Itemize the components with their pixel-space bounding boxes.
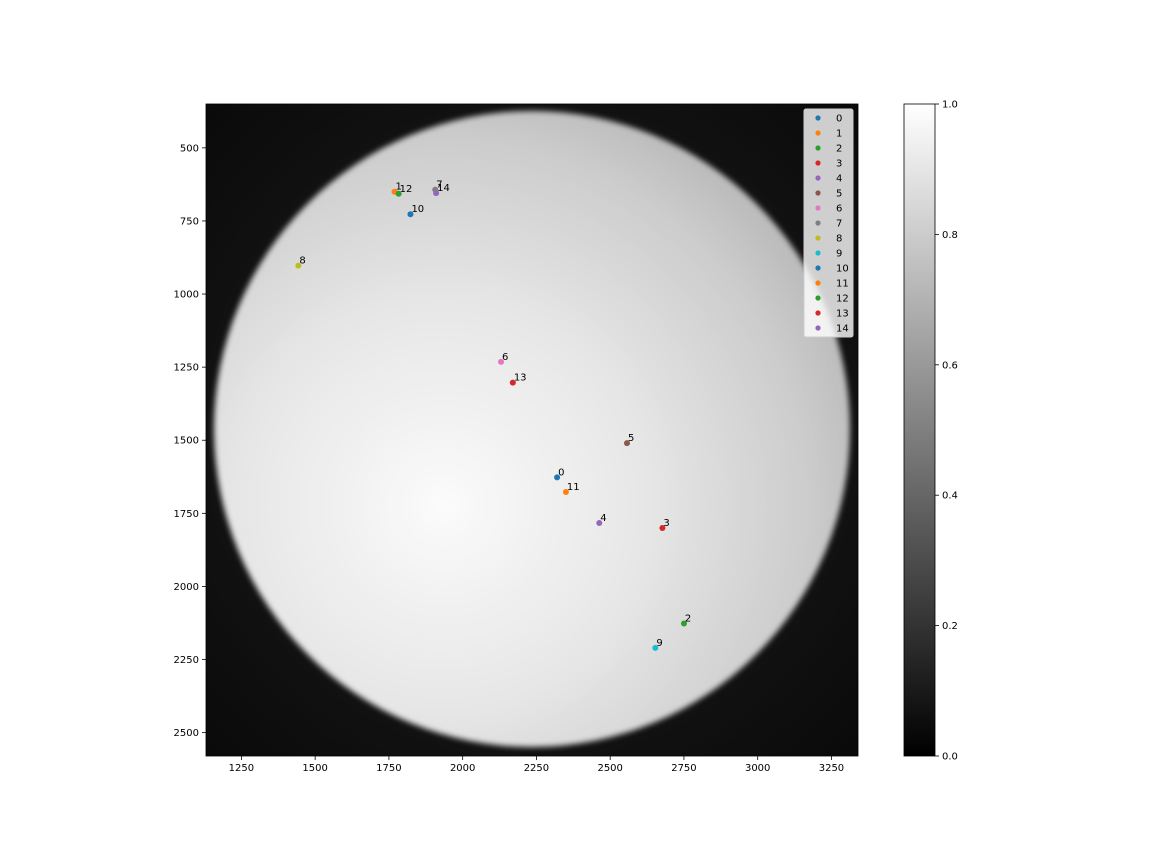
point-label-7: 7 [436, 180, 442, 191]
legend-marker-13 [815, 310, 821, 316]
colorbar-gradient [903, 103, 936, 757]
scatter-point-6 [498, 358, 505, 365]
colorbar-tick-label: 0.6 [942, 360, 958, 371]
point-label-3: 3 [663, 518, 669, 529]
scatter-point-13 [509, 379, 516, 386]
legend-marker-3 [815, 160, 821, 166]
y-tick-label: 1000 [174, 290, 199, 301]
point-label-8: 8 [299, 256, 305, 267]
legend-label-7: 7 [836, 219, 842, 230]
point-label-14: 14 [437, 183, 450, 194]
point-label-0: 0 [558, 467, 564, 478]
colorbar-tick-label: 0.0 [942, 752, 958, 763]
x-tick-label: 3000 [745, 763, 770, 774]
legend-marker-0 [815, 115, 821, 121]
legend-marker-5 [815, 190, 821, 196]
point-label-11: 11 [567, 482, 580, 493]
point-label-1: 1 [396, 182, 402, 193]
scatter-point-10 [407, 211, 414, 218]
legend-label-8: 8 [836, 234, 842, 245]
legend-marker-7 [815, 220, 821, 226]
x-tick-label: 3250 [819, 763, 844, 774]
y-axis-ticks: 500 750 1000 1250 1500 1750 2000 2250 2500 [174, 143, 206, 739]
legend-label-13: 13 [836, 309, 849, 320]
legend-label-9: 9 [836, 249, 842, 260]
x-tick-label: 2500 [597, 763, 622, 774]
scatter-point-14 [433, 190, 440, 197]
solar-disk [214, 111, 850, 747]
scatter-point-11 [562, 488, 569, 495]
legend-marker-12 [815, 295, 821, 301]
x-tick-label: 1750 [376, 763, 401, 774]
point-label-4: 4 [600, 513, 606, 524]
legend-label-10: 10 [836, 264, 849, 275]
point-label-13: 13 [514, 373, 527, 384]
scatter-points [295, 186, 687, 651]
colorbar: 0.0 0.2 0.4 0.6 0.8 1.0 [903, 100, 958, 763]
legend-label-0: 0 [836, 114, 842, 125]
colorbar-tick-label: 1.0 [942, 100, 958, 111]
legend-marker-8 [815, 235, 821, 241]
x-tick-label: 2750 [671, 763, 696, 774]
scatter-point-9 [652, 644, 659, 651]
y-tick-label: 2500 [174, 728, 199, 739]
legend-label-4: 4 [836, 174, 842, 185]
legend-label-11: 11 [836, 279, 849, 290]
legend-label-12: 12 [836, 294, 849, 305]
legend-marker-9 [815, 250, 821, 256]
legend-box [803, 108, 854, 338]
legend-label-6: 6 [836, 204, 842, 215]
legend-label-2: 2 [836, 144, 842, 155]
point-label-6: 6 [502, 352, 508, 363]
image-axes [206, 104, 858, 756]
colorbar-tick-label: 0.8 [942, 230, 958, 241]
y-tick-label: 1250 [174, 363, 199, 374]
legend-label-14: 14 [836, 324, 849, 335]
legend-marker-1 [815, 130, 821, 136]
scatter-point-12 [395, 190, 402, 197]
point-label-12: 12 [400, 184, 413, 195]
axes-frame [205, 103, 859, 757]
y-tick-label: 1500 [174, 436, 199, 447]
x-tick-label: 2250 [524, 763, 549, 774]
colorbar-tick-label: 0.2 [942, 621, 958, 632]
scatter-point-0 [554, 474, 561, 481]
legend-marker-2 [815, 145, 821, 151]
x-tick-label: 1250 [229, 763, 254, 774]
legend-marker-10 [815, 265, 821, 271]
y-tick-label: 1750 [174, 509, 199, 520]
scatter-point-4 [596, 519, 603, 526]
scatter-point-8 [295, 262, 302, 269]
x-tick-label: 1500 [302, 763, 327, 774]
y-tick-label: 2250 [174, 655, 199, 666]
point-label-2: 2 [685, 614, 691, 625]
scatter-point-2 [680, 620, 687, 627]
legend-marker-11 [815, 280, 821, 286]
legend-label-5: 5 [836, 189, 842, 200]
point-label-5: 5 [628, 433, 634, 444]
colorbar-ticks: 0.0 0.2 0.4 0.6 0.8 1.0 [935, 100, 958, 763]
y-tick-label: 500 [180, 143, 199, 154]
point-label-9: 9 [656, 638, 662, 649]
legend-label-1: 1 [836, 129, 842, 140]
scatter-point-3 [659, 524, 666, 531]
scatter-point-5 [623, 440, 630, 447]
x-axis-ticks: 1250 1500 1750 2000 2250 2500 2750 3000 3250 [229, 756, 844, 774]
legend-marker-4 [815, 175, 821, 181]
colorbar-tick-label: 0.4 [942, 491, 958, 502]
x-tick-label: 2000 [450, 763, 475, 774]
y-tick-label: 2000 [174, 582, 199, 593]
legend-label-3: 3 [836, 159, 842, 170]
y-tick-label: 750 [180, 216, 199, 227]
legend-marker-6 [815, 205, 821, 211]
legend-marker-14 [815, 325, 821, 331]
point-label-10: 10 [411, 204, 424, 215]
